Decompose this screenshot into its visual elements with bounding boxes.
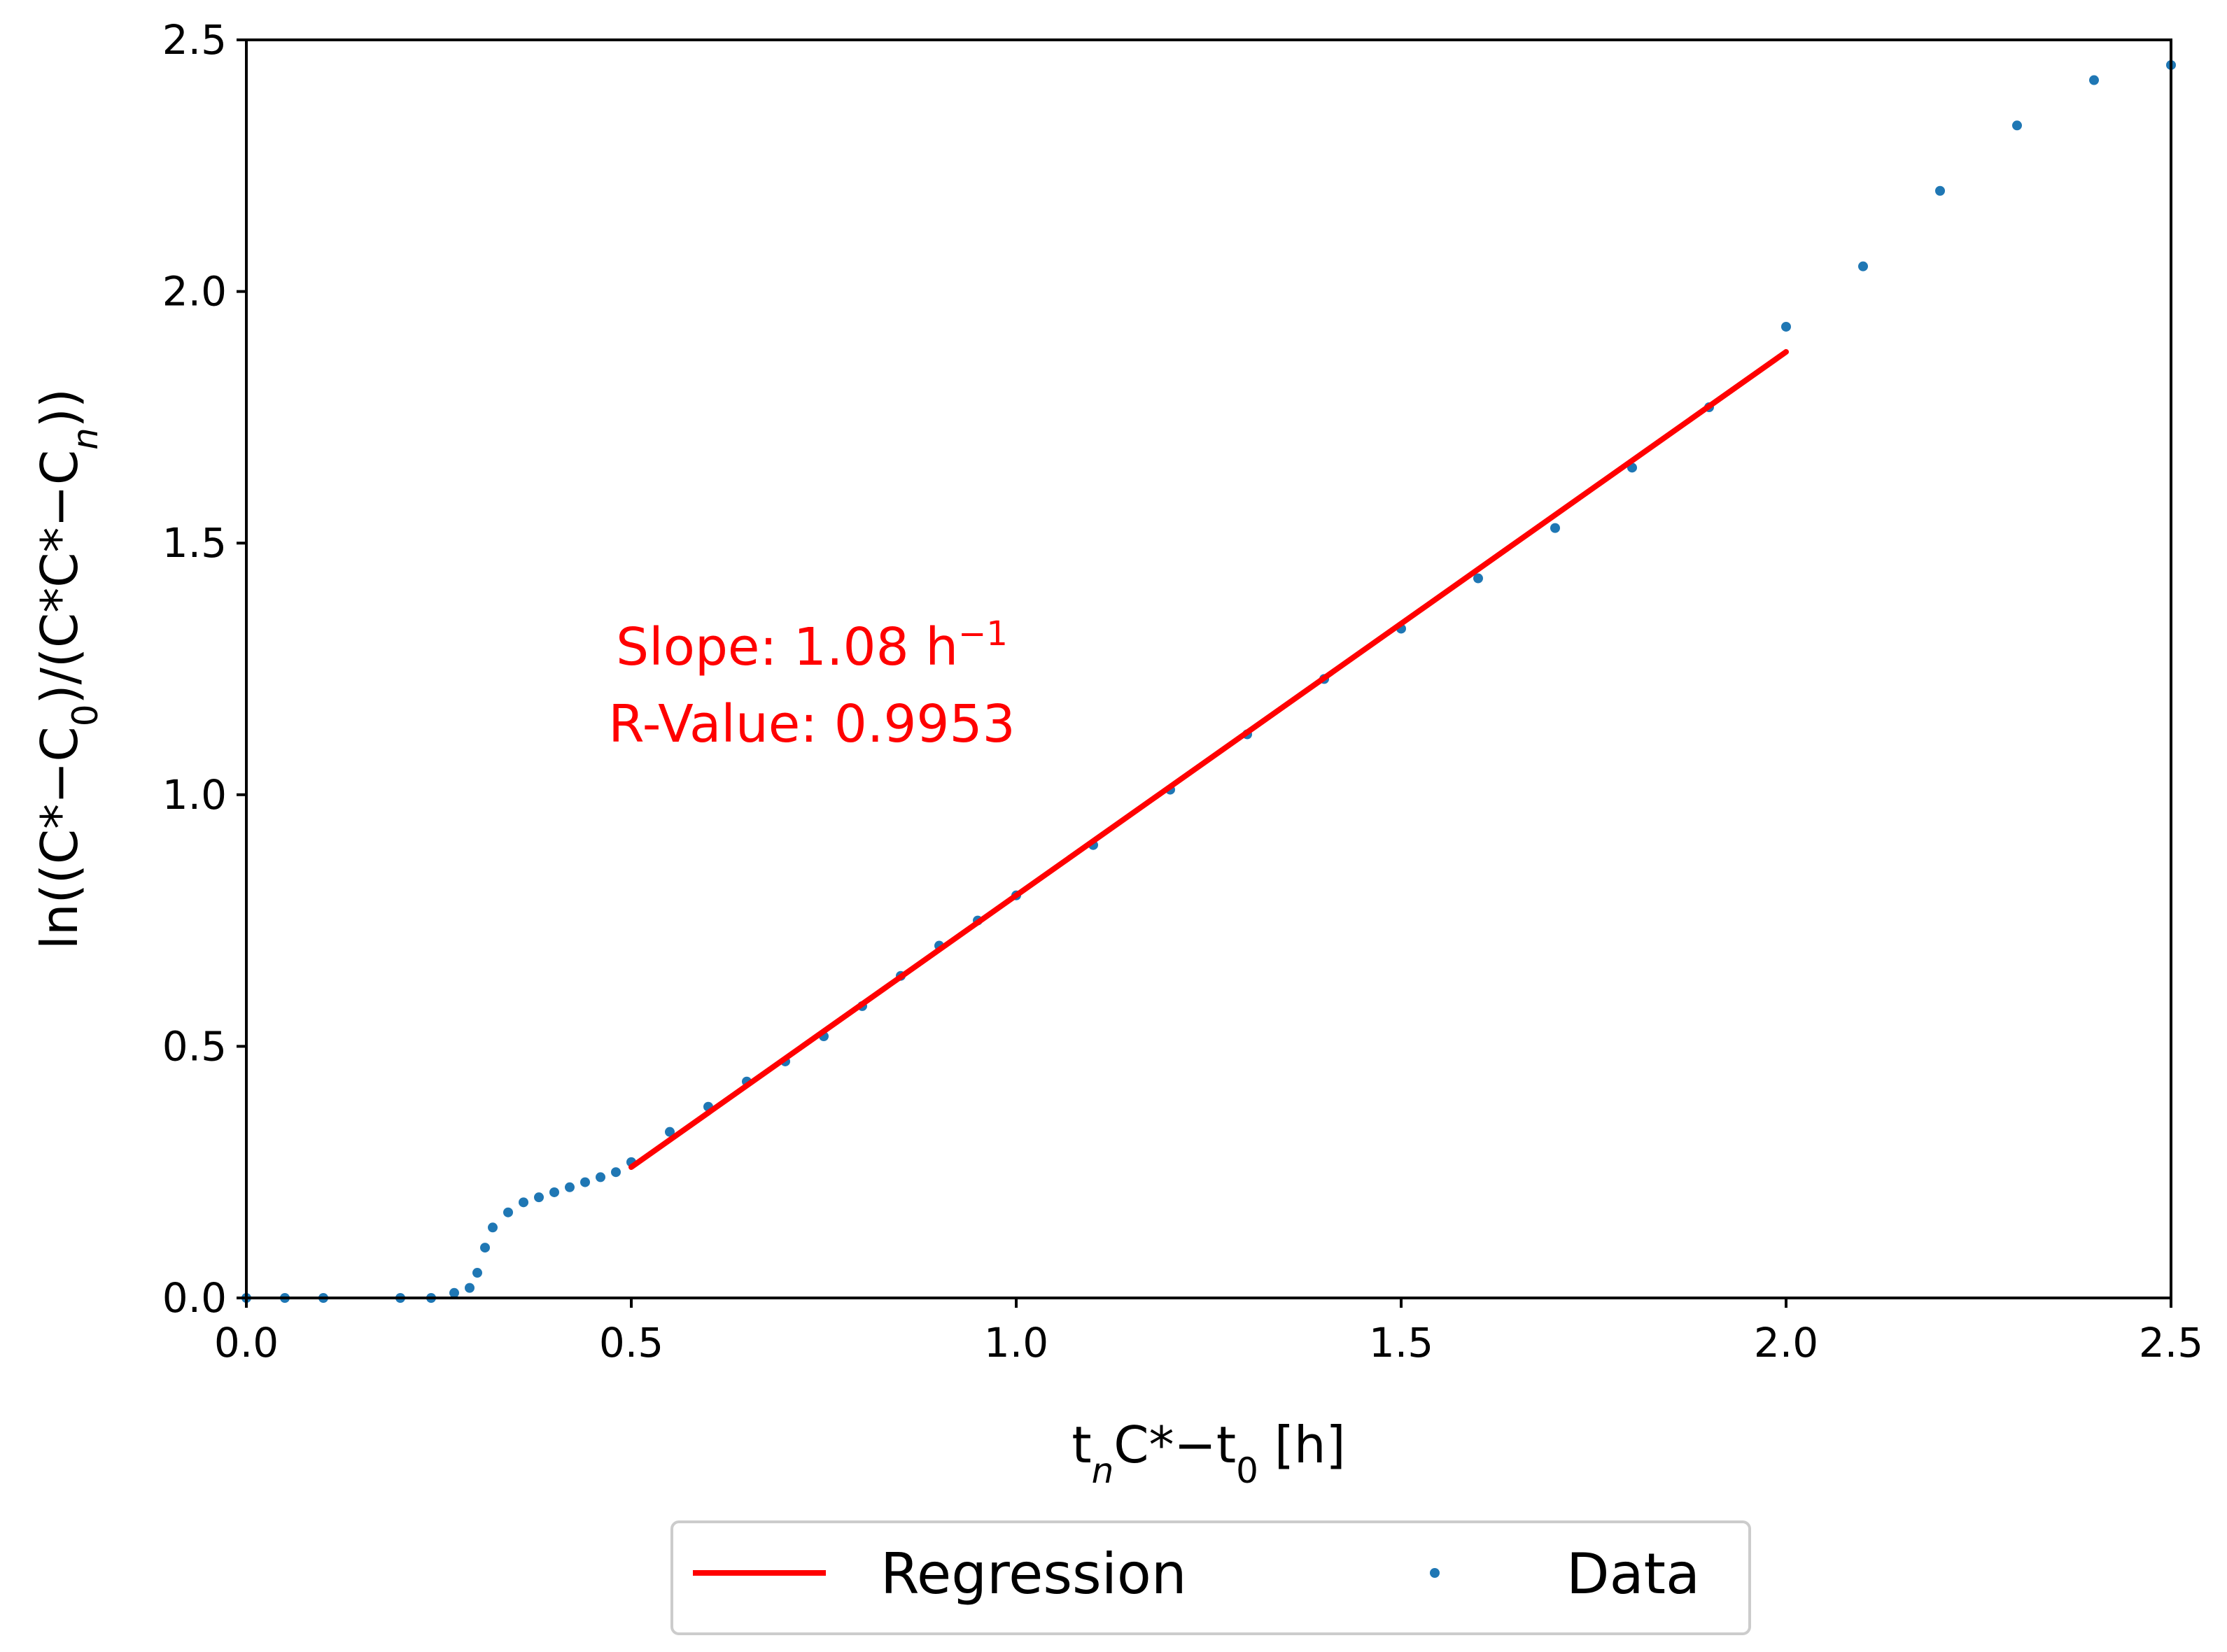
y-tick-label: 2.5 — [162, 16, 227, 64]
data-point — [2012, 120, 2022, 131]
data-point — [549, 1187, 559, 1197]
y-tick-label: 1.5 — [162, 519, 227, 567]
x-axis-label: tnC*−t0 [h] — [1072, 1416, 1345, 1491]
data-point — [488, 1222, 498, 1233]
y-tick-label: 1.0 — [162, 771, 227, 819]
data-points-layer — [241, 59, 2176, 1303]
data-point — [534, 1192, 544, 1203]
data-point — [503, 1207, 513, 1217]
data-point — [1935, 185, 1945, 196]
data-point — [449, 1287, 459, 1298]
data-point — [596, 1172, 605, 1182]
legend: Regression Data — [670, 1520, 1751, 1635]
regression-layer — [628, 348, 1789, 1171]
y-tick-label: 2.0 — [162, 268, 227, 316]
data-point — [580, 1177, 590, 1187]
legend-data-swatch — [1430, 1568, 1440, 1578]
x-tick-label: 1.5 — [1369, 1319, 1433, 1367]
legend-data-label: Data — [1566, 1541, 1700, 1607]
y-axis-label: ln((C*−C0)/(C*C*−Cn)) — [30, 388, 106, 949]
x-tick-label: 0.5 — [599, 1319, 663, 1367]
legend-regression-label: Regression — [880, 1541, 1187, 1607]
data-point — [611, 1167, 621, 1178]
x-tick-label: 2.5 — [2139, 1319, 2203, 1367]
y-tick-label: 0.5 — [162, 1022, 227, 1070]
plot-area-frame — [245, 38, 2172, 1299]
x-axis-ticks: 0.0 0.5 1.0 1.5 2.0 2.5 — [214, 1298, 2203, 1367]
data-point — [480, 1243, 490, 1253]
data-point — [472, 1268, 482, 1278]
data-point — [1473, 573, 1483, 584]
data-point — [519, 1197, 528, 1208]
x-tick-label: 1.0 — [984, 1319, 1048, 1367]
data-point — [2089, 75, 2099, 85]
data-point — [665, 1127, 675, 1137]
data-point — [1550, 523, 1560, 533]
slope-annotation: Slope: 1.08 h−1 — [616, 614, 1008, 677]
regression-line — [628, 348, 1789, 1171]
x-tick-label: 2.0 — [1754, 1319, 1818, 1367]
data-point — [1781, 321, 1791, 332]
x-tick-label: 0.0 — [214, 1319, 279, 1367]
legend-box — [670, 1520, 1751, 1635]
data-point — [565, 1182, 575, 1192]
y-tick-label: 0.0 — [162, 1274, 227, 1322]
data-point — [465, 1283, 475, 1293]
r-value-annotation: R-Value: 0.9953 — [608, 694, 1015, 754]
data-point — [1858, 261, 1868, 271]
y-axis-ticks: 0.0 0.5 1.0 1.5 2.0 2.5 — [162, 16, 246, 1322]
